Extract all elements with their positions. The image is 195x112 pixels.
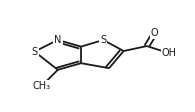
Text: N: N: [54, 35, 61, 45]
Text: S: S: [32, 47, 38, 57]
Text: S: S: [100, 35, 106, 45]
Text: CH₃: CH₃: [32, 81, 51, 91]
Text: O: O: [151, 28, 158, 38]
Text: OH: OH: [162, 48, 177, 58]
